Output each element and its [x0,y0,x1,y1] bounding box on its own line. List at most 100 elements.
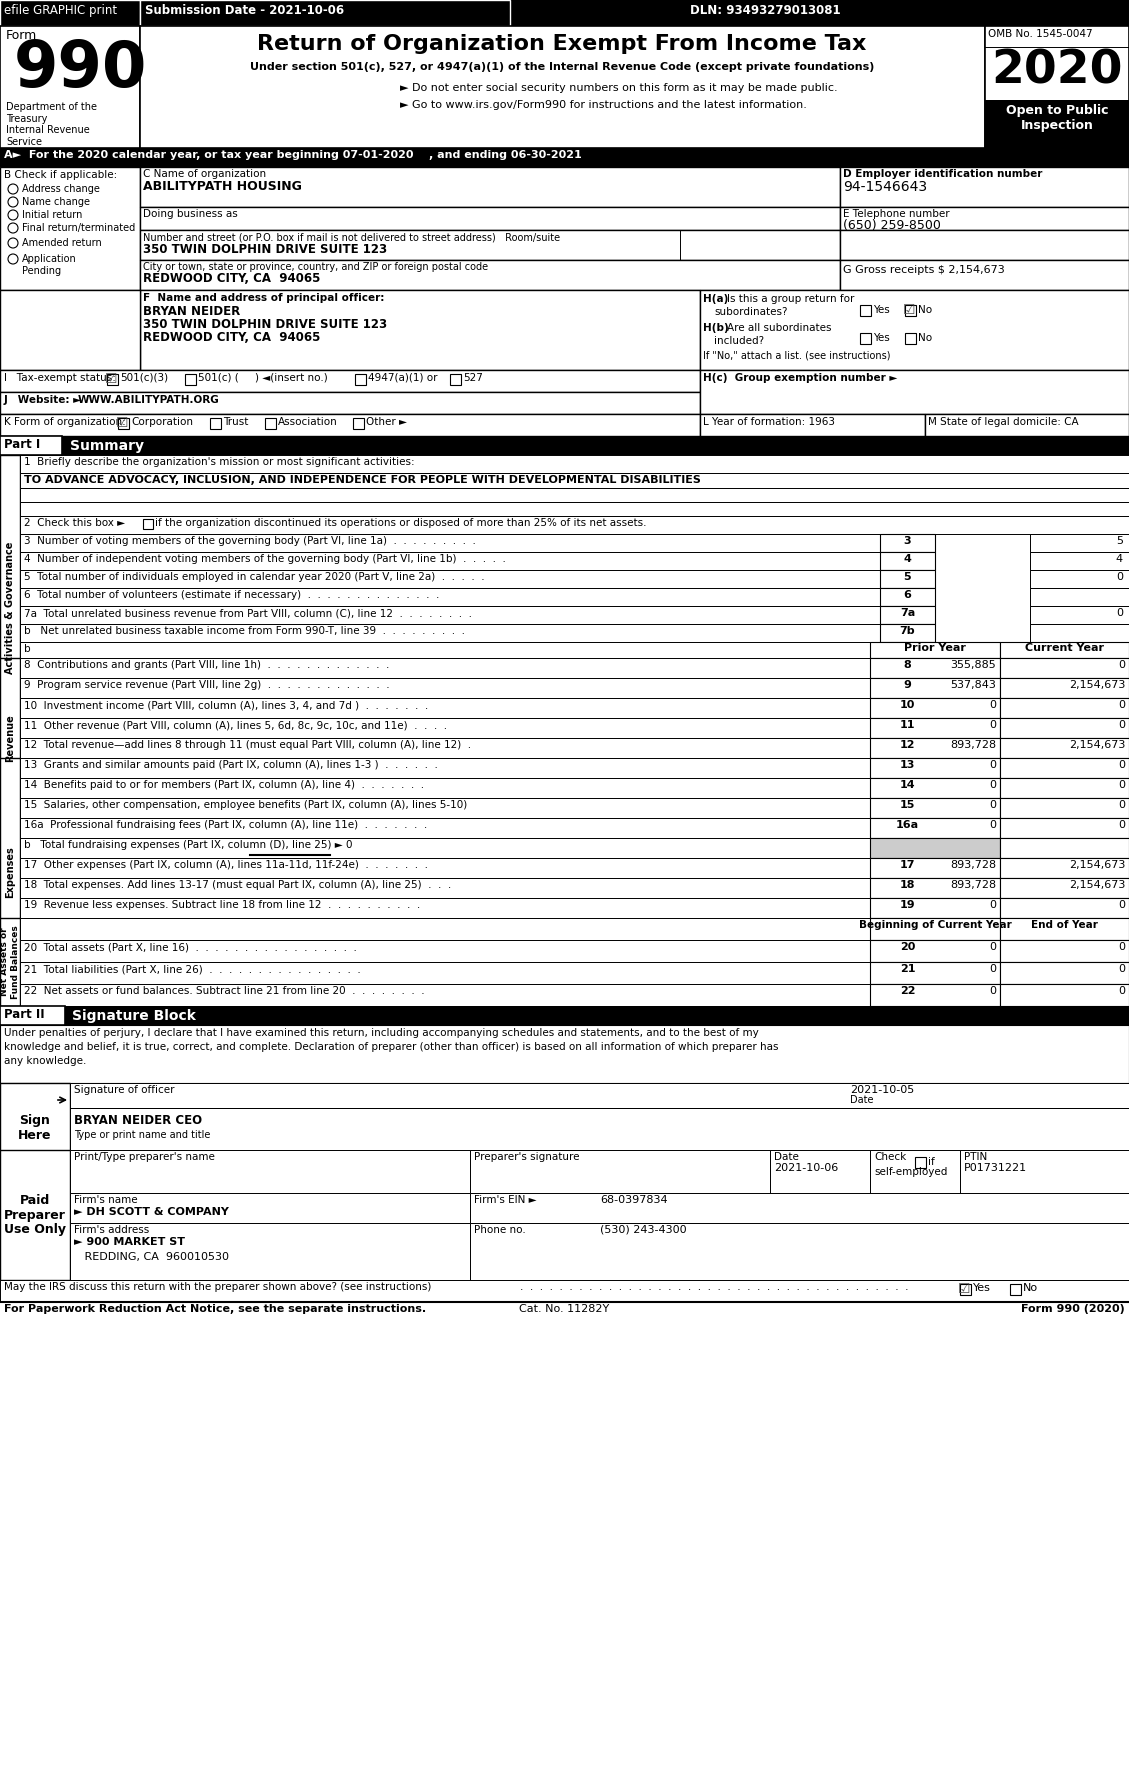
Text: Number and street (or P.O. box if mail is not delivered to street address)   Roo: Number and street (or P.O. box if mail i… [143,233,560,242]
Bar [70,1084,1129,1125]
Text: B Check if applicable:: B Check if applicable: [5,170,117,181]
Bar [879,623,935,641]
Text: if: if [928,1157,935,1168]
Text: K Form of organization:: K Form of organization: [5,417,125,426]
Bar [353,417,364,430]
Text: 19: 19 [900,901,916,910]
Text: Firm's EIN ►: Firm's EIN ► [474,1195,536,1205]
Bar [20,534,879,552]
Bar [185,374,196,385]
Text: subordinates?: subordinates? [714,306,788,317]
Text: Application
Pending: Application Pending [21,254,77,276]
Text: 893,728: 893,728 [949,879,996,890]
Bar [119,417,129,430]
Text: If "No," attach a list. (see instructions): If "No," attach a list. (see instruction… [703,349,891,360]
Bar [20,587,879,605]
Text: REDDING, CA  960010530: REDDING, CA 960010530 [75,1252,229,1263]
Text: 7a  Total unrelated business revenue from Part VIII, column (C), line 12  .  .  : 7a Total unrelated business revenue from… [24,607,472,618]
Circle shape [8,238,18,247]
Bar [140,27,984,149]
Bar [1000,698,1129,718]
Text: 350 TWIN DOLPHIN DRIVE SUITE 123: 350 TWIN DOLPHIN DRIVE SUITE 123 [143,319,387,331]
Text: BRYAN NEIDER CEO: BRYAN NEIDER CEO [75,1114,202,1127]
Text: P01731221: P01731221 [964,1162,1027,1173]
Text: 4947(a)(1) or: 4947(a)(1) or [368,373,438,383]
Text: 21  Total liabilities (Part X, line 26)  .  .  .  .  .  .  .  .  .  .  .  .  .  : 21 Total liabilities (Part X, line 26) .… [24,964,361,974]
Bar [20,679,870,698]
Bar [0,0,1129,27]
Text: 0: 0 [989,901,996,910]
Text: Beginning of Current Year: Beginning of Current Year [859,921,1012,930]
Text: Trust: Trust [224,417,248,426]
Text: 10  Investment income (Part VIII, column (A), lines 3, 4, and 7d )  .  .  .  .  : 10 Investment income (Part VIII, column … [24,700,428,709]
Text: TO ADVANCE ADVOCACY, INCLUSION, AND INDEPENDENCE FOR PEOPLE WITH DEVELOPMENTAL D: TO ADVANCE ADVOCACY, INCLUSION, AND INDE… [24,475,701,485]
Bar [20,940,870,962]
Text: City or town, state or province, country, and ZIP or foreign postal code: City or town, state or province, country… [143,261,488,272]
Bar [700,414,925,435]
Text: Corporation: Corporation [131,417,193,426]
Bar [870,838,1000,858]
Bar [984,27,1129,149]
Text: No: No [918,333,933,344]
Text: ☑: ☑ [903,303,916,317]
Bar [870,799,1000,818]
Bar [0,392,700,414]
Bar [700,290,1129,371]
Bar [70,1150,470,1193]
Text: Cat. No. 11282Y: Cat. No. 11282Y [519,1304,610,1315]
Bar [470,1223,1129,1281]
Text: 20: 20 [900,942,916,953]
Circle shape [8,254,18,263]
Text: 22  Net assets or fund balances. Subtract line 21 from line 20  .  .  .  .  .  .: 22 Net assets or fund balances. Subtract… [24,987,425,996]
Bar [70,1109,1129,1150]
Bar [1000,897,1129,919]
Bar [0,455,20,759]
Circle shape [8,210,18,220]
Text: 0: 0 [1118,901,1124,910]
Text: b: b [24,645,30,654]
Text: Under section 501(c), 527, or 4947(a)(1) of the Internal Revenue Code (except pr: Under section 501(c), 527, or 4947(a)(1)… [250,63,874,72]
Bar [20,516,1129,534]
Bar [450,374,461,385]
Bar [0,919,20,1007]
Text: Firm's name: Firm's name [75,1195,138,1205]
Bar [1000,718,1129,738]
Text: Yes: Yes [873,304,890,315]
Text: 11: 11 [900,720,916,731]
Bar [355,374,366,385]
Text: 501(c)(3): 501(c)(3) [120,373,168,383]
Text: 0: 0 [1118,801,1124,810]
Bar [1000,679,1129,698]
Text: No: No [1023,1282,1039,1293]
Text: 0: 0 [989,964,996,974]
Text: any knowledge.: any knowledge. [5,1057,87,1066]
Bar [0,0,140,27]
Text: ► 900 MARKET ST: ► 900 MARKET ST [75,1238,185,1247]
Bar [925,414,1129,435]
Bar [70,1193,470,1223]
Text: .  .  .  .  .  .  .  .  .  .  .  .  .  .  .  .  .  .  .  .  .  .  .  .  .  .  . : . . . . . . . . . . . . . . . . . . . . … [520,1282,914,1291]
Text: b   Net unrelated business taxable income from Form 990-T, line 39  .  .  .  .  : b Net unrelated business taxable income … [24,627,465,636]
Bar [1030,623,1129,641]
Text: 7b: 7b [900,627,916,636]
Text: Signature Block: Signature Block [72,1008,195,1023]
Bar [20,473,1129,487]
Text: 0: 0 [989,759,996,770]
Text: ► Do not enter social security numbers on this form as it may be made public.: ► Do not enter social security numbers o… [400,82,838,93]
Bar [20,962,870,983]
Text: Open to Public
Inspection: Open to Public Inspection [1006,104,1109,133]
Text: 20  Total assets (Part X, line 16)  .  .  .  .  .  .  .  .  .  .  .  .  .  .  . : 20 Total assets (Part X, line 16) . . . … [24,942,357,953]
Bar [1000,858,1129,878]
Text: Phone no.: Phone no. [474,1225,526,1236]
Text: ► DH SCOTT & COMPANY: ► DH SCOTT & COMPANY [75,1207,229,1218]
Text: Part II: Part II [5,1008,45,1021]
Text: OMB No. 1545-0047: OMB No. 1545-0047 [988,29,1093,39]
Text: 0: 0 [1118,987,1124,996]
Bar [20,552,879,570]
Text: REDWOOD CITY, CA  94065: REDWOOD CITY, CA 94065 [143,272,321,285]
Bar [20,919,870,940]
Bar [860,333,870,344]
Text: included?: included? [714,337,764,346]
Text: 68-0397834: 68-0397834 [599,1195,667,1205]
Bar [1000,818,1129,838]
